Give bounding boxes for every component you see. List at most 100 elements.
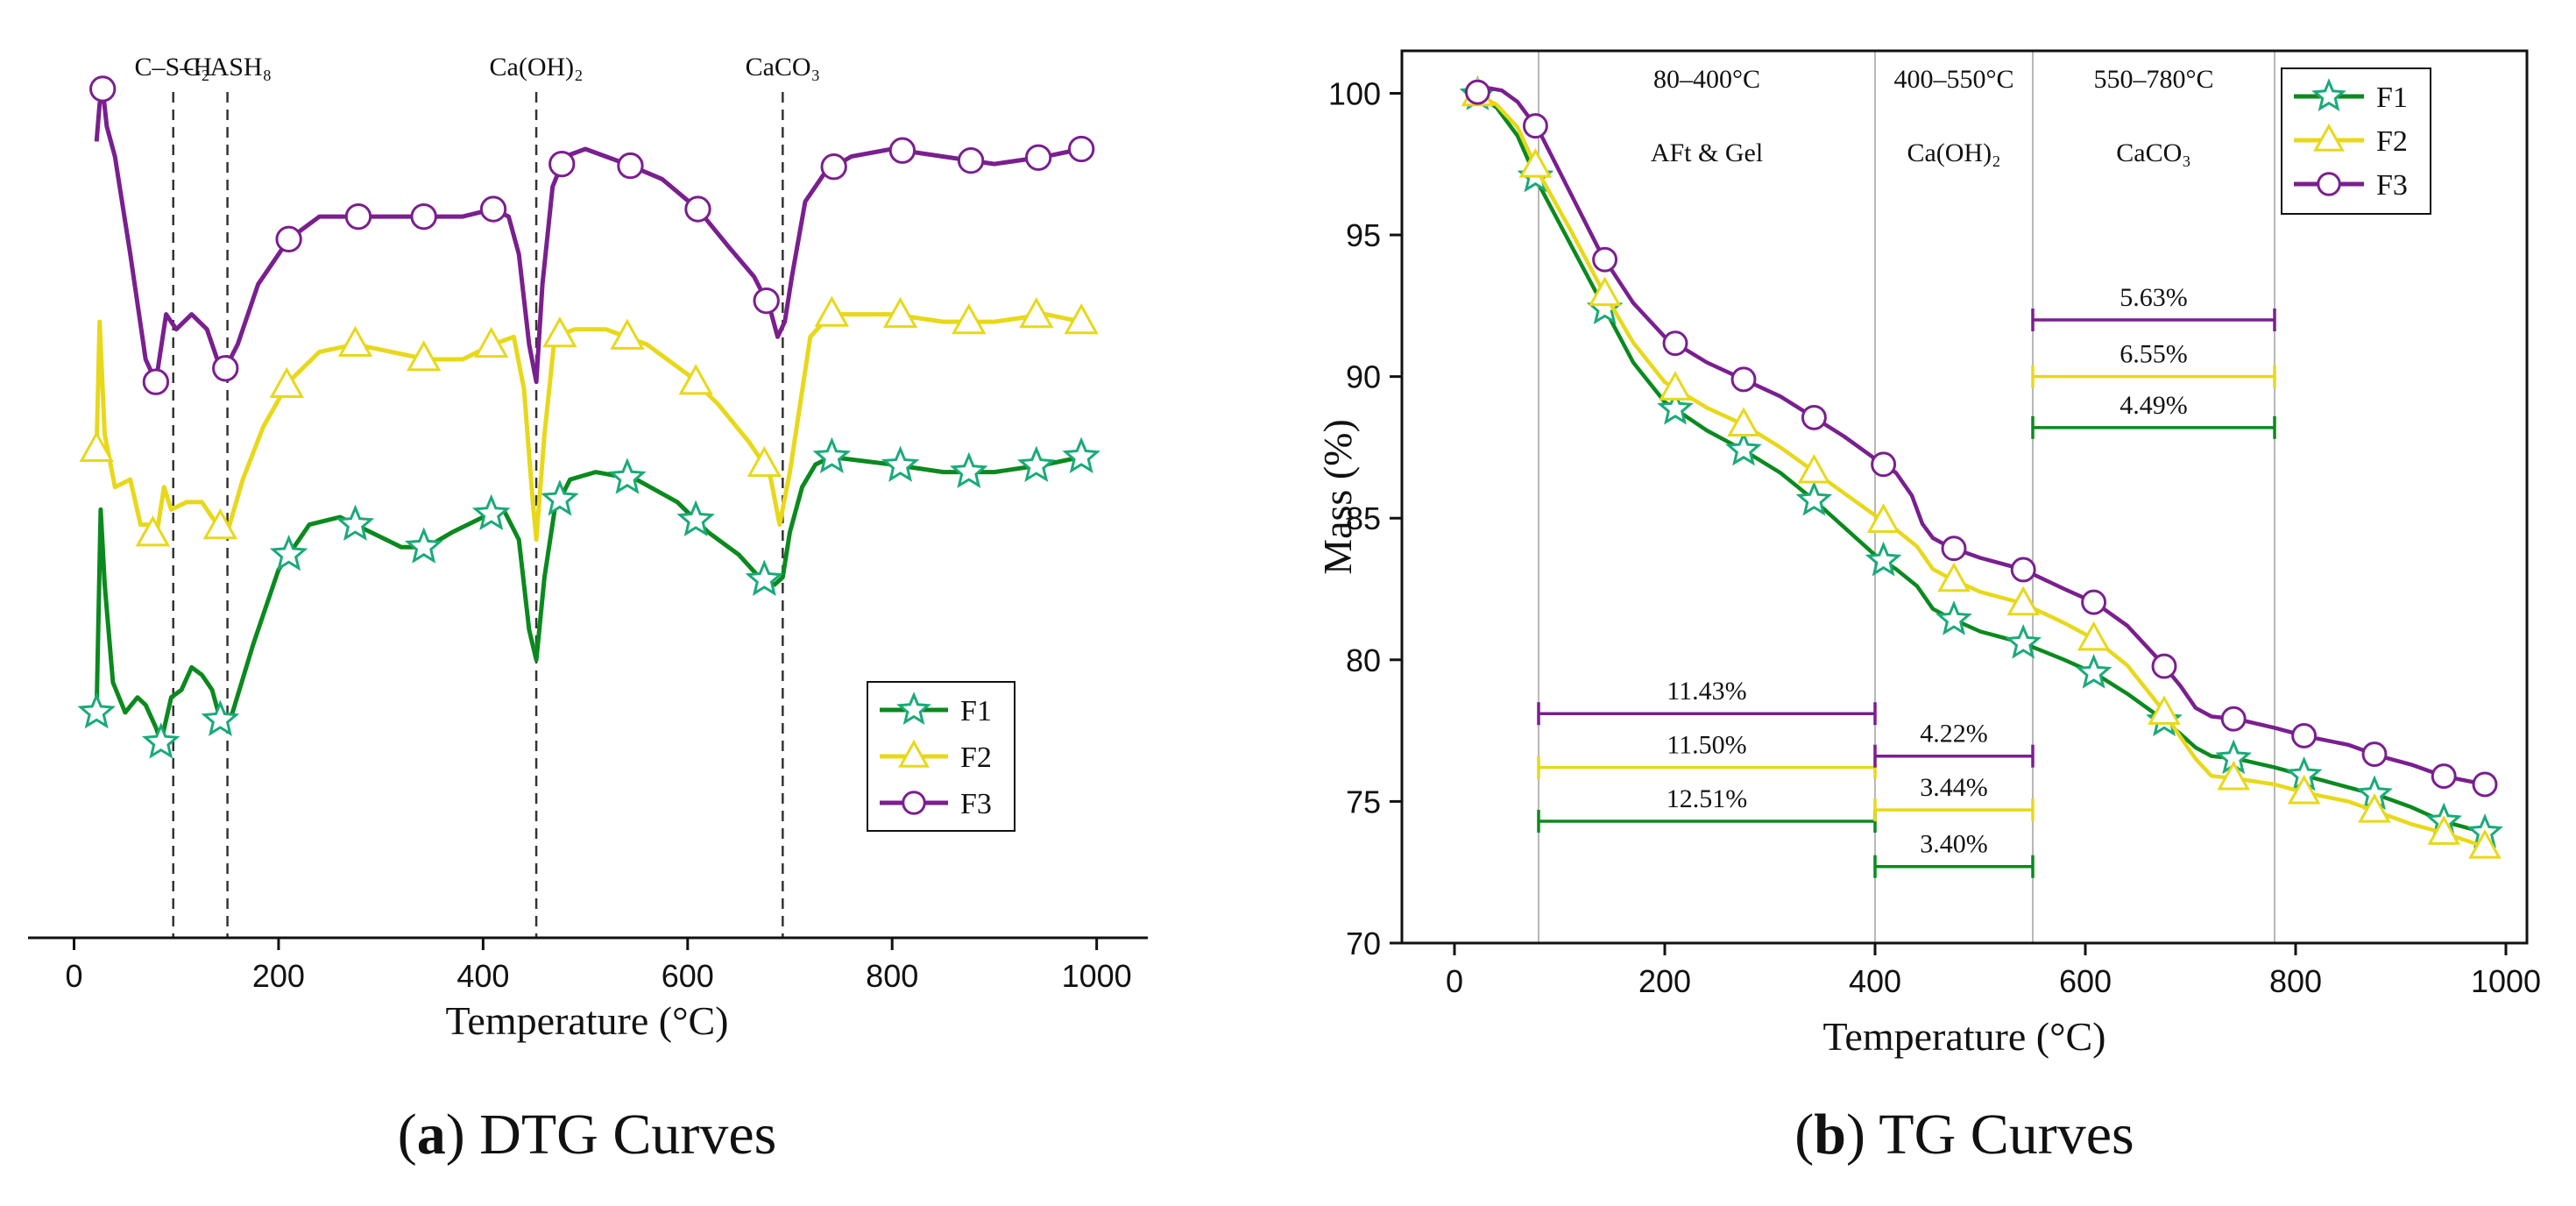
tg-marker-f1-6 xyxy=(1865,541,1902,577)
dtg-marker-f3-8 xyxy=(617,152,644,180)
dtg-annotation-caco3: CaCO₃ xyxy=(746,53,820,82)
tg-marker-f3-0 xyxy=(1464,79,1490,105)
tg-y-tick-label-85: 85 xyxy=(1346,500,1381,536)
tg-marker-f2-5 xyxy=(1797,453,1831,484)
dtg-marker-f2-0 xyxy=(79,430,114,462)
dtg-marker-f2-2 xyxy=(202,508,238,540)
tg-chart: 80–400°C AFt & Gel 400–550°C Ca(OH)₂ 550–780… xyxy=(1315,49,2541,1167)
dtg-marker-f3-15 xyxy=(1067,135,1095,163)
dtg-marker-f1-1 xyxy=(142,722,180,759)
tg-x-ticks: 0 200 400 600 800 1000 xyxy=(1446,943,2541,999)
tg-x-tick-label-800: 800 xyxy=(2269,963,2322,999)
dtg-marker-f2-1 xyxy=(135,515,171,547)
tg-region-phase-aft-gel: AFt & Gel xyxy=(1651,138,1763,167)
dtg-legend-label-f2: F2 xyxy=(960,741,992,774)
dtg-legend: F1 F2 F3 xyxy=(867,681,1016,832)
tg-marker-f3-4 xyxy=(1730,366,1757,393)
tg-marker-f2-11 xyxy=(2217,760,2251,791)
tg-region-range-400-550-c: 400–550°C xyxy=(1893,65,2013,94)
tg-legend-triangle-marker-icon-f2 xyxy=(2313,123,2345,152)
tg-x-tick-label-200: 200 xyxy=(1638,963,1691,999)
tg-marker-f3-7 xyxy=(1941,536,1967,562)
dtg-marker-f1-6 xyxy=(471,493,511,531)
dtg-marker-f3-4 xyxy=(344,202,372,231)
tg-caption-letter: b xyxy=(1814,1103,1846,1167)
tg-caption: (b) TG Curves xyxy=(1794,1103,2134,1167)
tg-marker-f2-7 xyxy=(1937,562,1971,592)
dtg-legend-label-f1: F1 xyxy=(960,695,992,727)
dtg-x-tick-label-600: 600 xyxy=(662,958,714,994)
dtg-legend-label-f3: F3 xyxy=(960,788,992,820)
tg-region-range-80-400-c: 80–400°C xyxy=(1653,65,1760,94)
dtg-marker-f3-7 xyxy=(548,150,576,178)
dtg-marker-f1-4 xyxy=(336,504,375,542)
tg-legend-label-f3: F3 xyxy=(2376,169,2408,202)
dtg-marker-f1-9 xyxy=(676,500,715,536)
dtg-series-group xyxy=(77,75,1100,759)
tg-region-phase-caco3: CaCO₃ xyxy=(2116,138,2190,167)
dtg-marker-f2-12 xyxy=(882,296,918,329)
tg-marker-f3-14 xyxy=(2431,763,2457,790)
dtg-marker-f1-0 xyxy=(77,692,117,729)
dtg-marker-f2-13 xyxy=(952,303,987,335)
dtg-marker-f3-3 xyxy=(275,225,302,253)
tg-marker-f1-3 xyxy=(1657,389,1694,425)
dtg-x-axis-title: Temperature (°C) xyxy=(446,998,729,1043)
dtg-marker-f1-10 xyxy=(745,559,784,596)
tg-marker-f3-6 xyxy=(1871,451,1897,478)
tg-legend-circle-marker-icon-f3 xyxy=(2317,172,2341,196)
tg-interval-label-0: 11.43% xyxy=(1667,677,1746,706)
tg-marker-f3-3 xyxy=(1662,330,1688,357)
dtg-marker-f3-1 xyxy=(142,368,170,395)
tg-y-tick-label-90: 90 xyxy=(1346,359,1381,395)
dtg-marker-f2-6 xyxy=(474,326,509,358)
dtg-caption: (a) DTG Curves xyxy=(398,1103,777,1167)
tg-interval-label-3: 4.22% xyxy=(1920,720,1988,748)
dtg-marker-f2-15 xyxy=(1064,303,1099,335)
dtg-annotation-c-s-h: C–S–H xyxy=(135,53,212,82)
dtg-marker-f1-7 xyxy=(541,479,579,516)
tg-marker-f2-9 xyxy=(2077,621,2111,651)
tg-marker-f2-6 xyxy=(1866,503,1900,533)
tg-plot-frame xyxy=(1400,49,2529,945)
tg-x-tick-label-0: 0 xyxy=(1446,963,1463,999)
dtg-marker-f2-8 xyxy=(610,318,645,350)
dtg-marker-f1-2 xyxy=(201,699,240,736)
dtg-annotation-ca-oh-2: Ca(OH)₂ xyxy=(490,53,584,82)
tg-marker-f2-3 xyxy=(1659,371,1692,401)
dtg-marker-f3-14 xyxy=(1024,144,1052,171)
tg-marker-f3-2 xyxy=(1592,246,1618,273)
dtg-x-tick-label-800: 800 xyxy=(866,958,918,994)
tg-series-group xyxy=(1459,75,2503,859)
dtg-marker-f1-14 xyxy=(1016,445,1056,483)
tg-marker-f2-13 xyxy=(2358,793,2391,823)
dtg-line-f3 xyxy=(94,86,1082,385)
tg-interval-label-6: 5.63% xyxy=(2120,283,2188,312)
dtg-x-tick-label-1000: 1000 xyxy=(1062,958,1132,994)
dtg-marker-f2-3 xyxy=(269,366,304,398)
dtg-marker-f3-0 xyxy=(89,75,117,103)
dtg-marker-f2-4 xyxy=(337,325,373,357)
dtg-legend-star-marker-icon-f1 xyxy=(896,692,931,725)
tg-marker-f2-10 xyxy=(2148,695,2181,725)
dtg-legend-triangle-marker-icon-f2 xyxy=(898,739,930,768)
tg-caption-text: TG Curves xyxy=(1879,1103,2134,1167)
tg-region-range-550-780-c: 550–780°C xyxy=(2093,65,2213,94)
dtg-marker-f3-5 xyxy=(410,202,437,231)
tg-marker-f2-4 xyxy=(1727,407,1760,437)
tg-marker-f3-9 xyxy=(2081,589,2107,615)
tg-y-tick-label-95: 95 xyxy=(1346,217,1381,253)
tg-marker-f3-12 xyxy=(2291,722,2318,748)
tg-x-tick-label-400: 400 xyxy=(1849,963,1901,999)
tg-y-axis-title: Mass (%) xyxy=(1315,419,1360,575)
tg-marker-f1-7 xyxy=(1936,600,1972,635)
dtg-marker-f3-2 xyxy=(212,355,239,382)
tg-x-tick-label-600: 600 xyxy=(2059,963,2112,999)
tg-legend-label-f1: F1 xyxy=(2376,82,2408,114)
tg-marker-f2-2 xyxy=(1588,276,1622,307)
dtg-marker-f1-11 xyxy=(812,436,852,474)
tg-marker-f3-5 xyxy=(1801,404,1827,430)
tg-marker-f1-4 xyxy=(1725,430,1762,466)
tg-region-phase-ca-oh-2: Ca(OH)₂ xyxy=(1907,138,2000,167)
